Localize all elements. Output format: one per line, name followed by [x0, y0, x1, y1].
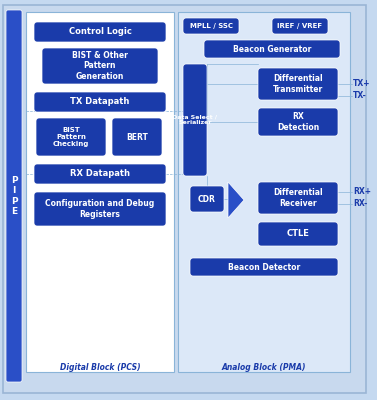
Text: CDR: CDR	[198, 194, 216, 204]
Text: Digital Block (PCS): Digital Block (PCS)	[60, 364, 140, 372]
FancyBboxPatch shape	[6, 10, 22, 382]
Text: TX-: TX-	[353, 92, 367, 100]
Text: BIST & Other
Pattern
Generation: BIST & Other Pattern Generation	[72, 51, 128, 81]
FancyBboxPatch shape	[34, 92, 166, 112]
Text: RX-: RX-	[353, 200, 367, 208]
Text: RX
Detection: RX Detection	[277, 112, 319, 132]
Text: Control Logic: Control Logic	[69, 28, 132, 36]
Text: IREF / VREF: IREF / VREF	[277, 23, 323, 29]
Text: Data Select /
Serializer: Data Select / Serializer	[173, 115, 218, 125]
FancyBboxPatch shape	[36, 118, 106, 156]
FancyBboxPatch shape	[34, 164, 166, 184]
Text: Configuration and Debug
Registers: Configuration and Debug Registers	[45, 199, 155, 219]
FancyBboxPatch shape	[42, 48, 158, 84]
Text: BERT: BERT	[126, 132, 148, 142]
FancyBboxPatch shape	[204, 40, 340, 58]
Text: Beacon Generator: Beacon Generator	[233, 44, 311, 54]
Text: TX Datapath: TX Datapath	[70, 98, 130, 106]
Text: P
I
P
E: P I P E	[11, 176, 17, 216]
Text: RX Datapath: RX Datapath	[70, 170, 130, 178]
FancyBboxPatch shape	[258, 68, 338, 100]
Text: CTLE: CTLE	[287, 230, 310, 238]
FancyBboxPatch shape	[34, 192, 166, 226]
FancyBboxPatch shape	[190, 186, 224, 212]
FancyBboxPatch shape	[272, 18, 328, 34]
FancyBboxPatch shape	[34, 22, 166, 42]
FancyBboxPatch shape	[183, 64, 207, 176]
Bar	[26, 12, 174, 372]
FancyBboxPatch shape	[258, 108, 338, 136]
FancyBboxPatch shape	[183, 18, 239, 34]
Polygon shape	[228, 182, 244, 218]
Text: Beacon Detector: Beacon Detector	[228, 262, 300, 272]
Text: Differential
Transmitter: Differential Transmitter	[273, 74, 323, 94]
Text: MPLL / SSC: MPLL / SSC	[190, 23, 233, 29]
Text: TX+: TX+	[353, 80, 371, 88]
Text: RX+: RX+	[353, 188, 371, 196]
Text: BIST
Pattern
Checking: BIST Pattern Checking	[53, 127, 89, 147]
Bar	[178, 12, 350, 372]
FancyBboxPatch shape	[258, 222, 338, 246]
Text: Analog Block (PMA): Analog Block (PMA)	[222, 364, 306, 372]
FancyBboxPatch shape	[190, 258, 338, 276]
FancyBboxPatch shape	[112, 118, 162, 156]
Text: Differential
Receiver: Differential Receiver	[273, 188, 323, 208]
FancyBboxPatch shape	[258, 182, 338, 214]
